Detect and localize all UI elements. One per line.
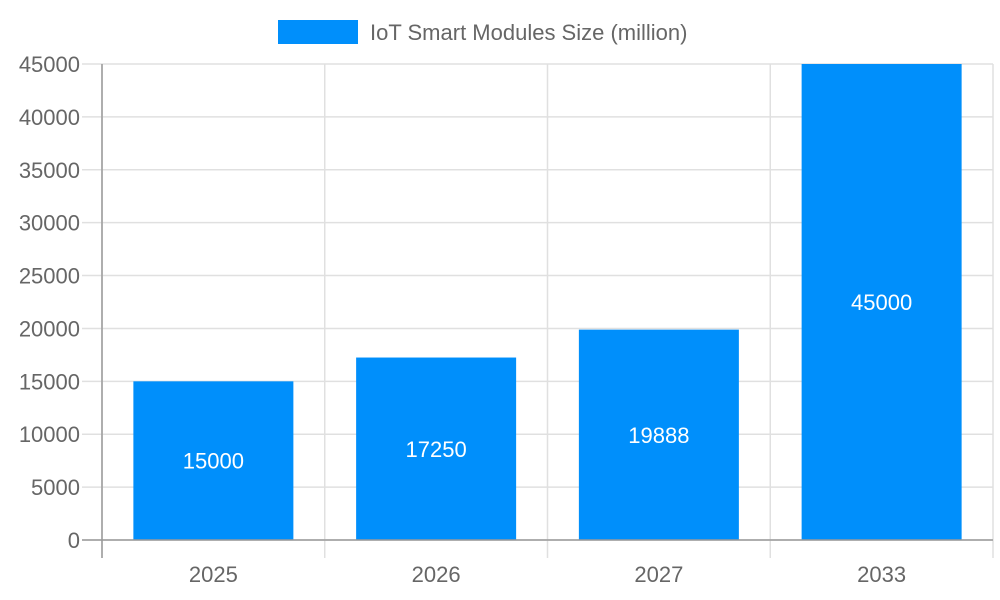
y-tick-label: 0: [68, 528, 80, 553]
data-label: 15000: [183, 449, 244, 474]
y-tick-label: 25000: [19, 264, 80, 289]
x-tick-label: 2026: [412, 562, 461, 587]
legend-label: IoT Smart Modules Size (million): [370, 20, 687, 45]
data-label: 19888: [628, 423, 689, 448]
axes: 0 5000 10000 15000 20000 25000 30000 35000 40000…: [19, 52, 993, 587]
y-tick-label: 40000: [19, 105, 80, 130]
y-tick-label: 35000: [19, 158, 80, 183]
bars: 15000 17250 19888 45000: [133, 64, 962, 540]
data-label: 17250: [406, 437, 467, 462]
x-tick-label: 2033: [857, 562, 906, 587]
y-tick-label: 30000: [19, 211, 80, 236]
data-label: 45000: [851, 290, 912, 315]
bar: [578, 329, 739, 540]
x-tick-label: 2025: [189, 562, 238, 587]
y-tick-label: 20000: [19, 316, 80, 341]
y-tick-label: 45000: [19, 52, 80, 77]
bar: [133, 381, 294, 540]
x-tick-label: 2027: [634, 562, 683, 587]
legend[interactable]: IoT Smart Modules Size (million): [278, 20, 687, 45]
legend-swatch: [278, 20, 358, 44]
y-tick-label: 15000: [19, 369, 80, 394]
y-tick-label: 10000: [19, 422, 80, 447]
bar: [801, 64, 962, 540]
y-tick-label: 5000: [31, 475, 80, 500]
bar: [356, 357, 517, 540]
